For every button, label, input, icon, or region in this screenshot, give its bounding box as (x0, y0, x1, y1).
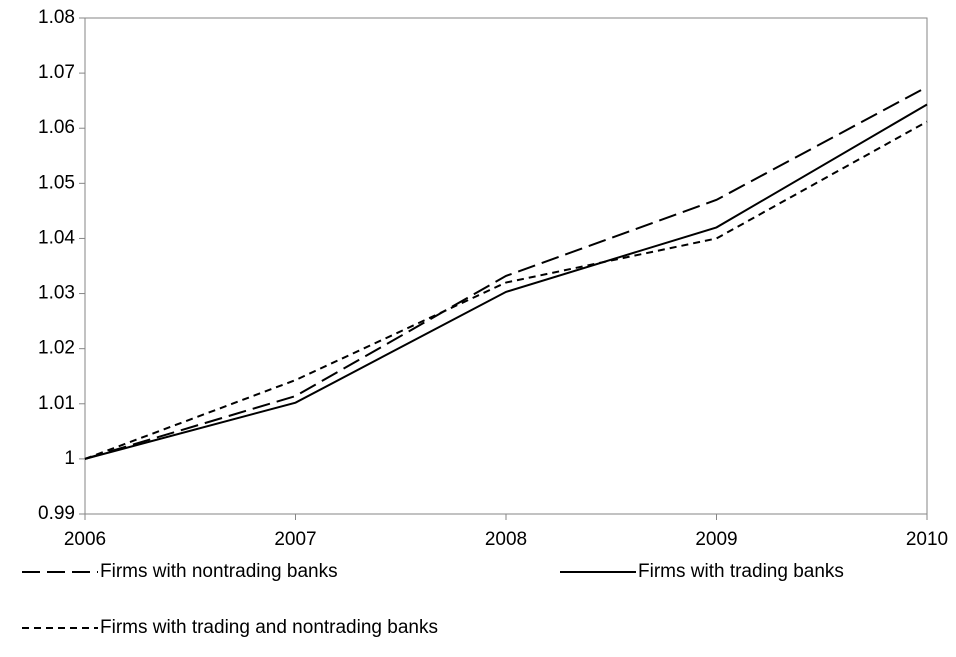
y-tick-label: 1 (64, 448, 75, 469)
series-line (84, 86, 928, 460)
series-line (84, 103, 928, 460)
y-tick-label: 1.06 (38, 117, 75, 138)
x-tick-label: 2009 (695, 529, 737, 550)
x-tick-label: 2010 (906, 529, 948, 550)
legend-label: Firms with trading banks (638, 561, 844, 582)
y-tick-label: 1.01 (38, 393, 75, 414)
y-tick-label: 0.99 (38, 503, 75, 524)
y-tick-label: 1.04 (38, 227, 75, 248)
x-tick-label: 2006 (64, 529, 106, 550)
series-line (84, 120, 928, 460)
x-tick-label: 2007 (274, 529, 316, 550)
y-tick-label: 1.07 (38, 62, 75, 83)
plot-area (84, 17, 928, 515)
y-tick-label: 1.05 (38, 172, 75, 193)
legend-label: Firms with nontrading banks (100, 561, 338, 582)
y-tick-label: 1.02 (38, 338, 75, 359)
legend-label: Firms with trading and nontrading banks (100, 617, 438, 638)
x-tick-label: 2008 (485, 529, 527, 550)
y-tick-label: 1.08 (38, 7, 75, 28)
y-tick-label: 1.03 (38, 283, 75, 304)
